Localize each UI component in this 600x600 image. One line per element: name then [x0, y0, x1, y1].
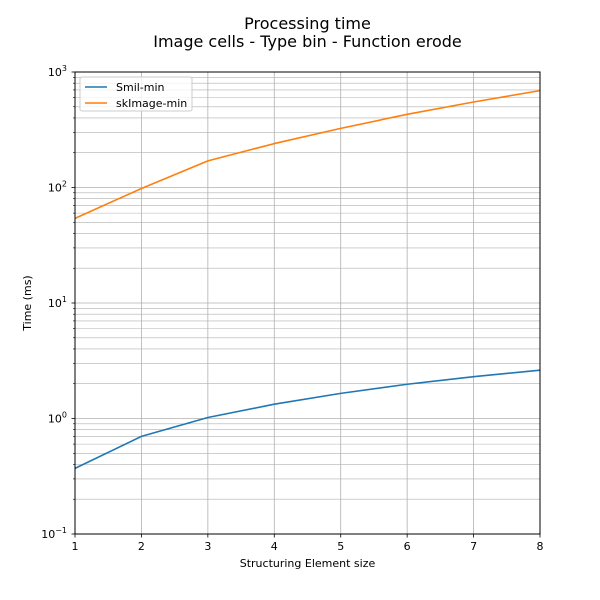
x-tick-label: 7 [470, 540, 477, 553]
x-tick-label: 4 [271, 540, 278, 553]
y-tick-label: 103 [48, 64, 67, 79]
legend-label: skImage-min [116, 97, 187, 110]
series-lines [74, 89, 541, 470]
x-tick-label: 8 [537, 540, 544, 553]
x-tick-label: 5 [337, 540, 344, 553]
series-line-skimage-min [74, 89, 541, 220]
grid [74, 71, 541, 535]
y-tick-label: 10−1 [41, 526, 67, 541]
chart-subtitle: Image cells - Type bin - Function erode [153, 32, 462, 51]
y-tick-label: 101 [48, 295, 67, 310]
series-line-smil-min [74, 369, 541, 470]
x-axis-label: Structuring Element size [240, 557, 376, 570]
x-tick-label: 2 [138, 540, 145, 553]
y-axis-label: Time (ms) [21, 275, 34, 331]
legend: Smil-min skImage-min [79, 76, 193, 112]
x-tick-label: 3 [204, 540, 211, 553]
y-tick-label: 100 [48, 411, 67, 426]
x-tick-label: 1 [72, 540, 79, 553]
x-tick-label: 6 [404, 540, 411, 553]
legend-label: Smil-min [116, 81, 165, 94]
chart-title: Processing time [244, 14, 371, 33]
legend-box [79, 76, 193, 112]
y-tick-label: 102 [48, 180, 67, 195]
